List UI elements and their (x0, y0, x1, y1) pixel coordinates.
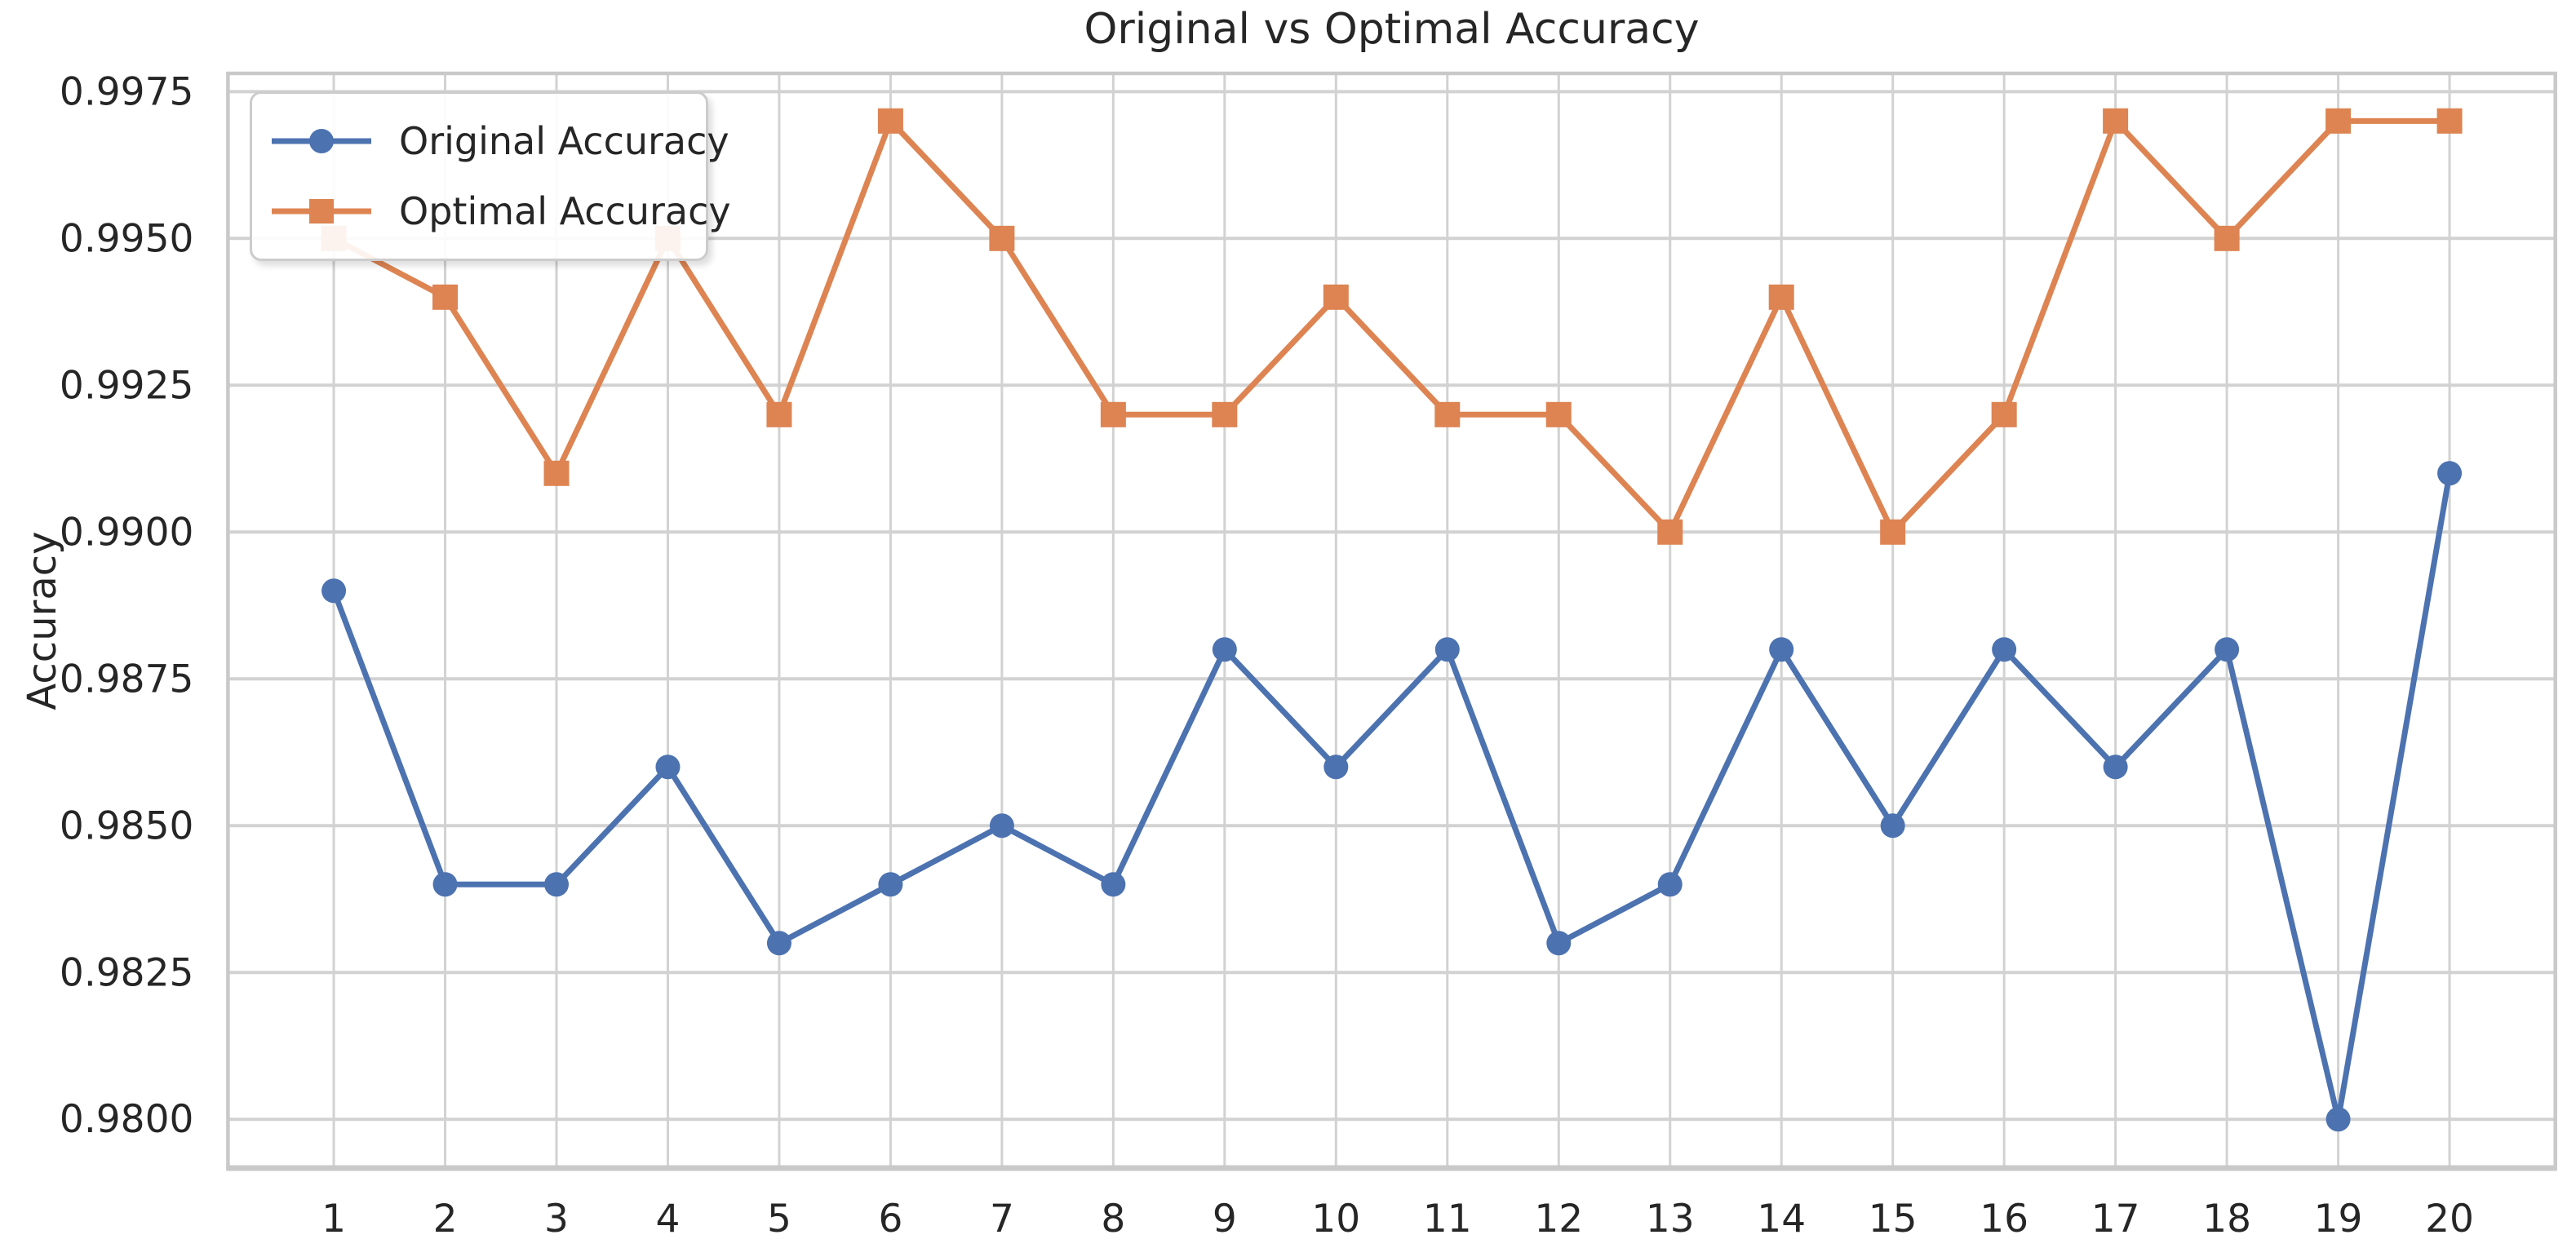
x-tick-label: 20 (2425, 1197, 2474, 1241)
x-tick-label: 10 (1311, 1197, 1360, 1241)
y-tick-label: 0.9850 (60, 803, 193, 848)
x-tick-label: 13 (1646, 1197, 1695, 1241)
x-tick-label: 11 (1423, 1197, 1472, 1241)
data-point-marker (432, 872, 458, 897)
data-point-marker (877, 108, 903, 134)
data-point-marker (543, 460, 570, 486)
data-point-marker (1434, 637, 1460, 662)
y-axis-label: Accuracy (20, 531, 65, 710)
y-tick-label: 0.9900 (60, 510, 193, 555)
x-tick-label: 1 (321, 1197, 346, 1241)
data-point-marker (989, 813, 1014, 839)
circle-marker-icon (272, 129, 371, 154)
y-tick-label: 0.9975 (60, 69, 193, 114)
data-point-marker (1991, 401, 2017, 427)
data-point-marker (2103, 108, 2129, 134)
data-point-marker (878, 872, 903, 897)
x-tick-label: 8 (1101, 1197, 1125, 1241)
data-point-marker (1880, 813, 1905, 839)
legend-item-optimal-accuracy: Optimal Accuracy (270, 189, 731, 233)
x-tick-label: 2 (433, 1197, 458, 1241)
data-point-marker (1546, 931, 1572, 956)
data-point-marker (1323, 755, 1349, 780)
data-point-marker (1101, 872, 1126, 897)
chart-title: Original vs Optimal Accuracy (1084, 5, 1700, 54)
data-point-marker (989, 225, 1015, 251)
data-point-marker (1992, 637, 2017, 662)
x-tick-label: 5 (767, 1197, 791, 1241)
data-point-marker (1657, 872, 1683, 897)
data-point-marker (766, 401, 792, 427)
y-tick-label: 0.9875 (60, 657, 193, 701)
data-point-marker (2325, 108, 2352, 134)
x-tick-label: 4 (656, 1197, 681, 1241)
data-point-marker (321, 578, 347, 604)
legend-item-original-accuracy: Original Accuracy (270, 119, 729, 163)
data-point-marker (1212, 401, 1238, 427)
data-point-marker (655, 755, 681, 780)
data-point-marker (766, 931, 791, 956)
data-point-marker (1212, 637, 1237, 662)
legend-label-original-accuracy: Original Accuracy (399, 119, 729, 164)
data-point-marker (2325, 1107, 2351, 1132)
legend-label-optimal-accuracy: Optimal Accuracy (399, 188, 731, 233)
x-tick-label: 9 (1213, 1197, 1237, 1241)
y-tick-label: 0.9800 (60, 1097, 193, 1142)
x-tick-label: 18 (2202, 1197, 2251, 1241)
data-point-marker (2436, 108, 2463, 134)
data-point-marker (1657, 519, 1683, 545)
y-tick-label: 0.9950 (60, 216, 193, 261)
data-point-marker (1880, 519, 1906, 545)
x-tick-label: 15 (1869, 1197, 1918, 1241)
data-point-marker (432, 284, 459, 310)
data-point-marker (2214, 225, 2240, 251)
x-tick-label: 3 (544, 1197, 569, 1241)
data-point-marker (2215, 637, 2240, 662)
data-point-marker (1323, 284, 1349, 310)
x-tick-label: 12 (1534, 1197, 1583, 1241)
data-point-marker (2437, 461, 2463, 486)
x-tick-label: 16 (1980, 1197, 2028, 1241)
x-tick-label: 14 (1757, 1197, 1806, 1241)
x-tick-label: 19 (2314, 1197, 2363, 1241)
data-point-marker (1545, 401, 1572, 427)
data-point-marker (2103, 755, 2128, 780)
square-marker-icon (272, 198, 371, 223)
series-line-optimal-accuracy (330, 117, 2453, 535)
series-line-original-accuracy (330, 470, 2453, 1122)
data-point-marker (1768, 284, 1794, 310)
data-point-marker (1769, 637, 1794, 662)
legend: Original Accuracy Optimal Accuracy (250, 91, 731, 261)
data-point-marker (1100, 401, 1126, 427)
y-tick-label: 0.9825 (60, 950, 193, 995)
data-point-marker (1434, 401, 1461, 427)
x-tick-label: 17 (2091, 1197, 2140, 1241)
x-tick-label: 6 (878, 1197, 902, 1241)
data-point-marker (543, 872, 569, 897)
x-tick-label: 7 (990, 1197, 1014, 1241)
y-tick-label: 0.9925 (60, 363, 193, 408)
